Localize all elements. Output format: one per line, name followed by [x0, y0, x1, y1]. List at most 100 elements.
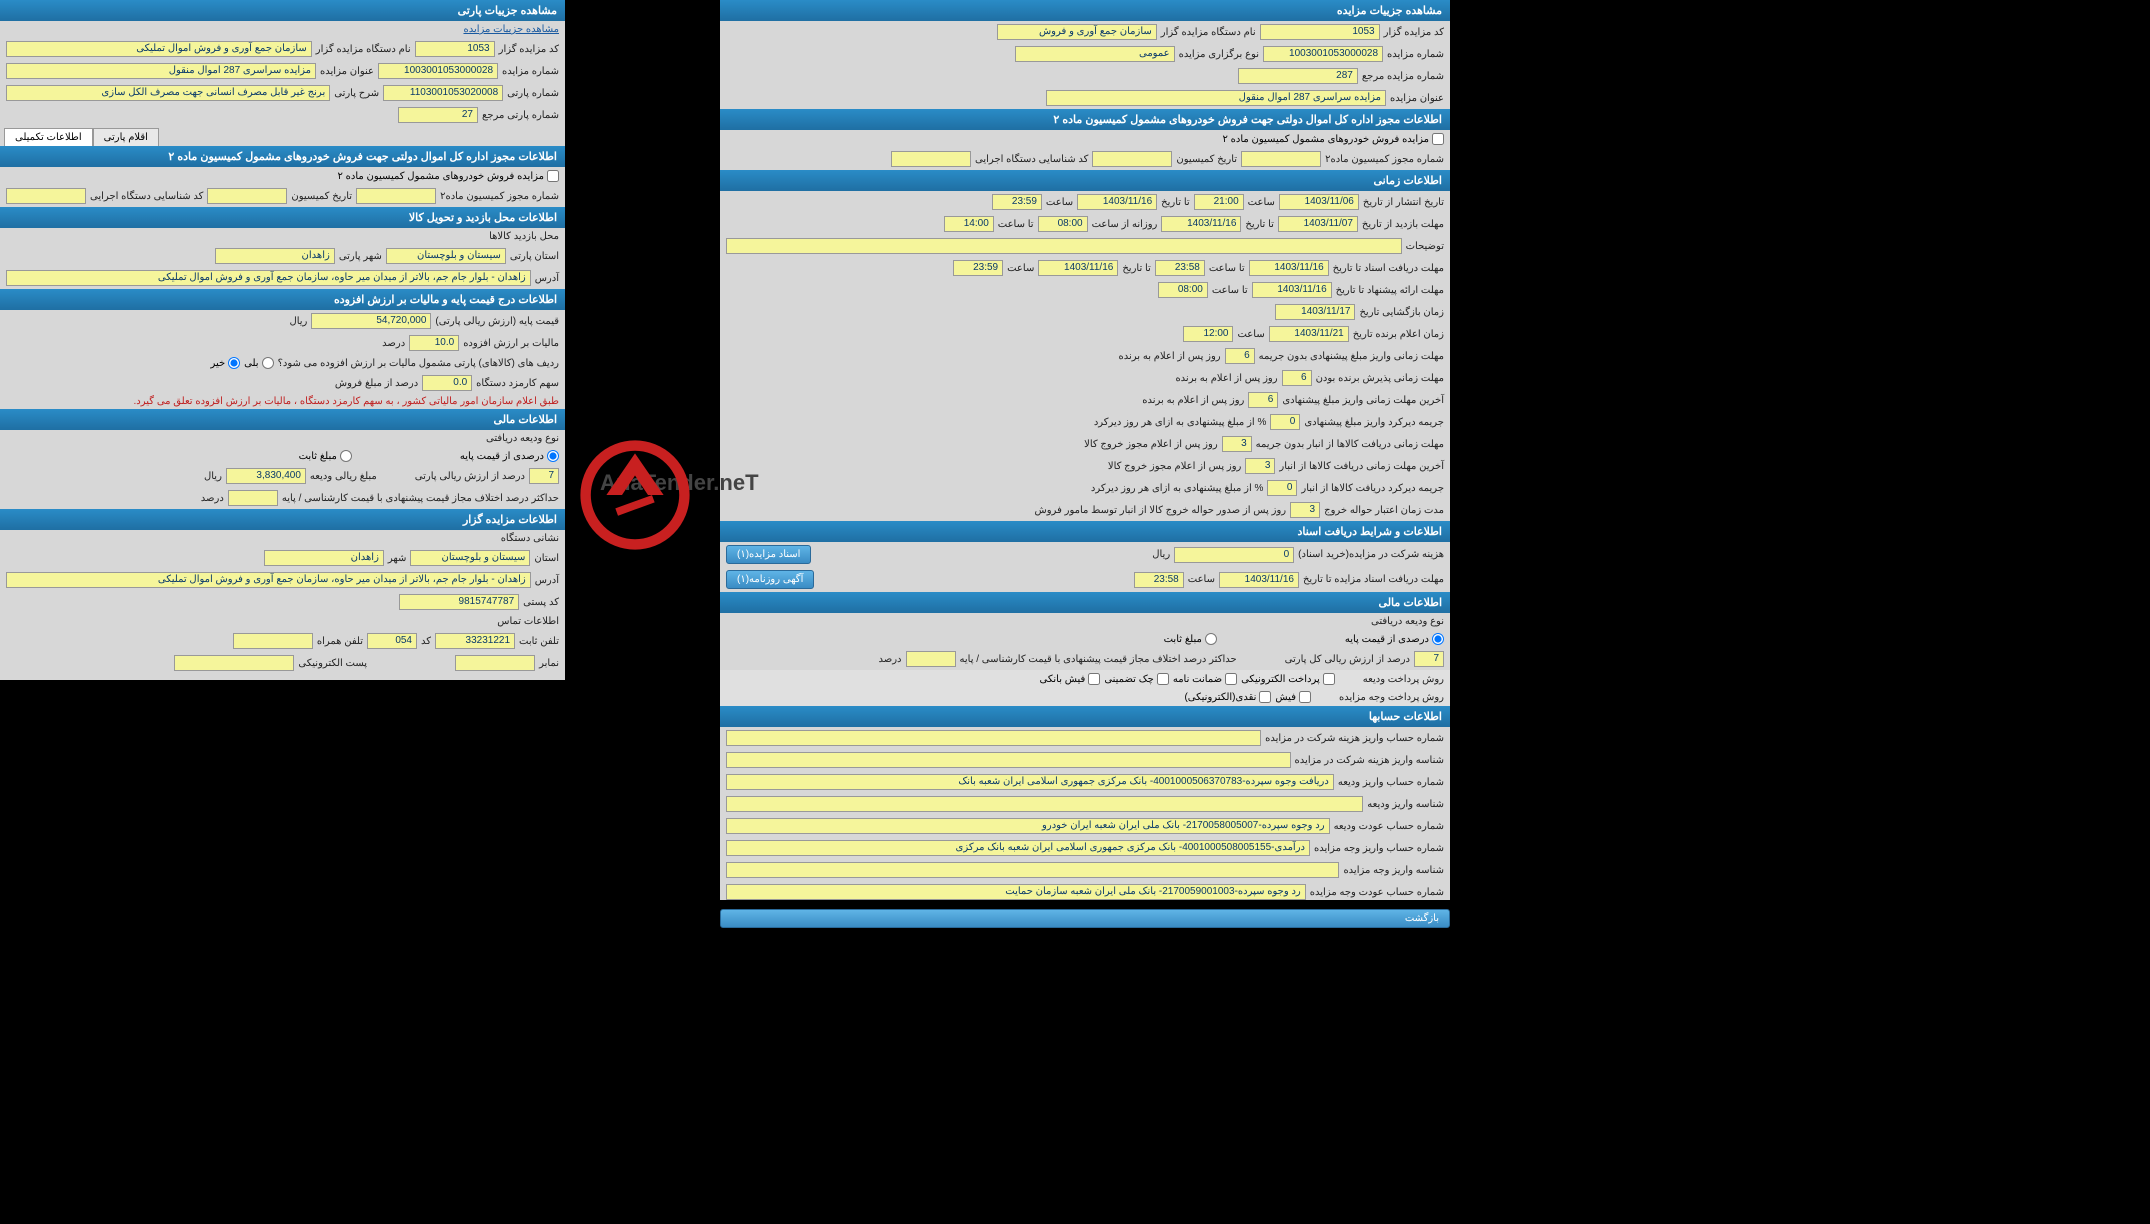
l: نقدی(الکترونیکی)	[1184, 692, 1256, 703]
l: شماره حساب عودت وجه مزایده	[1310, 887, 1444, 898]
f: 1403/11/21	[1269, 326, 1349, 342]
h8-field: رد وجوه سپرده-2170059001003- بانک ملی ای…	[726, 884, 1306, 900]
l: شناسه واریز وجه مزایده	[1343, 865, 1444, 876]
chk-elec[interactable]	[1323, 673, 1335, 685]
l: درصد	[878, 654, 901, 665]
hdr-hesab: اطلاعات حسابها	[720, 706, 1450, 727]
f: زاهدان	[264, 550, 384, 566]
mojavez-checkbox[interactable]	[1432, 133, 1444, 145]
f[interactable]	[455, 655, 535, 671]
l: آخرین مهلت زمانی واریز مبلغ پیشنهادی	[1282, 395, 1444, 406]
hdr-zamani: اطلاعات زمانی	[720, 170, 1450, 191]
h2-field[interactable]	[726, 752, 1291, 768]
f: 12:00	[1183, 326, 1233, 342]
tab-items[interactable]: اقلام پارتی	[93, 128, 159, 146]
asnad-button[interactable]: اسناد مزایده(۱)	[726, 545, 811, 564]
f: 1403/11/06	[1279, 194, 1359, 210]
l: مهلت دریافت اسناد تا تاریخ	[1333, 263, 1444, 274]
hdr-maliat: اطلاعات درج قیمت پایه و مالیات بر ارزش ا…	[0, 289, 565, 310]
hdr-mali-r: اطلاعات مالی	[720, 592, 1450, 613]
l: مبلغ ثابت	[299, 451, 337, 462]
f[interactable]	[174, 655, 294, 671]
radio-mablagh-l[interactable]	[340, 450, 352, 462]
f: 3	[1222, 436, 1252, 452]
l: خیر	[210, 358, 225, 369]
l: نوع ودیعه دریافتی	[1371, 616, 1444, 627]
radio-bali[interactable]	[262, 357, 274, 369]
h5-field: رد وجوه سپرده-2170058005007- بانک ملی ای…	[726, 818, 1330, 834]
f: 6	[1248, 392, 1278, 408]
l: درصد از مبلغ فروش	[335, 378, 418, 389]
l: روز پس از اعلام به برنده	[1175, 373, 1277, 384]
f: برنج غیر قابل مصرف انسانی جهت مصرف الکل …	[6, 85, 330, 101]
hazine-field: 0	[1174, 547, 1294, 563]
hadaksar-field[interactable]	[906, 651, 956, 667]
l: نمابر	[539, 658, 559, 669]
num-label: شماره مزایده	[1387, 49, 1444, 60]
hdr-gzar: اطلاعات مزایده گزار	[0, 509, 565, 530]
mojavez-chk-l[interactable]	[547, 170, 559, 182]
radio-mablagh[interactable]	[1205, 633, 1217, 645]
l: % از مبلغ پیشنهادی به ازای هر روز دیرکرد	[1094, 417, 1267, 428]
radio-kheir[interactable]	[228, 357, 240, 369]
l: شماره مجوز کمیسیون ماده۲	[440, 191, 559, 202]
l: مبلغ ثابت	[1164, 634, 1202, 645]
chk-fish[interactable]	[1088, 673, 1100, 685]
l: حداکثر درصد اختلاف مجاز قیمت پیشنهادی با…	[960, 654, 1237, 665]
hdr-mali-l: اطلاعات مالی	[0, 409, 565, 430]
f: 08:00	[1158, 282, 1208, 298]
l: مالیات بر ارزش افزوده	[463, 338, 559, 349]
l: تاریخ انتشار از تاریخ	[1363, 197, 1444, 208]
radio-darsadi[interactable]	[1432, 633, 1444, 645]
l: روز پس از صدور حواله خروج کالا از انبار …	[1035, 505, 1287, 516]
h4-field[interactable]	[726, 796, 1363, 812]
l: کد شناسایی دستگاه اجرایی	[90, 191, 203, 202]
f[interactable]	[207, 188, 287, 204]
l: بلی	[244, 358, 258, 369]
tabbar: اقلام پارتی اطلاعات تکمیلی	[0, 126, 565, 146]
f: 1403/11/07	[1278, 216, 1358, 232]
mojavez-num-field[interactable]	[1241, 151, 1321, 167]
l: روز پس از اعلام مجوز خروج کالا	[1108, 461, 1242, 472]
chk-naghdi[interactable]	[1259, 691, 1271, 703]
f[interactable]	[233, 633, 313, 649]
l: زمان بازگشایی تاریخ	[1359, 307, 1444, 318]
f: 1403/11/16	[1161, 216, 1241, 232]
f: 10.0	[409, 335, 459, 351]
l: شماره حساب واریز هزینه شرکت در مزایده	[1265, 733, 1444, 744]
l: نام دستگاه مزایده گزار	[316, 44, 411, 55]
f: زاهدان	[215, 248, 335, 264]
f[interactable]	[228, 490, 278, 506]
chk-zamant[interactable]	[1225, 673, 1237, 685]
tab-extra[interactable]: اطلاعات تکمیلی	[4, 128, 93, 146]
f: 54,720,000	[311, 313, 431, 329]
agahi-button[interactable]: آگهی روزنامه(۱)	[726, 570, 814, 589]
mojavez-date-field[interactable]	[1092, 151, 1172, 167]
type-field: عمومی	[1015, 46, 1175, 62]
detail-link[interactable]: مشاهده جزییات مزایده	[463, 24, 559, 35]
l: شهر	[388, 553, 407, 564]
f[interactable]	[6, 188, 86, 204]
mojavez-code-field[interactable]	[891, 151, 971, 167]
f: 1403/11/16	[1219, 572, 1299, 588]
return-button[interactable]: بازگشت	[720, 909, 1450, 928]
h7-field[interactable]	[726, 862, 1339, 878]
l: زمان اعلام برنده تاریخ	[1353, 329, 1444, 340]
l: پرداخت الکترونیکی	[1241, 674, 1320, 685]
l: فیش	[1275, 692, 1296, 703]
f: 33231221	[435, 633, 515, 649]
radio-darsadi-l[interactable]	[547, 450, 559, 462]
chk-fish2[interactable]	[1299, 691, 1311, 703]
l: تا ساعت	[998, 219, 1034, 230]
l: ریال	[204, 471, 222, 482]
h1-field[interactable]	[726, 730, 1261, 746]
pct-field: 7	[1414, 651, 1444, 667]
f[interactable]	[356, 188, 436, 204]
l: شرح پارتی	[334, 88, 379, 99]
f: 23:59	[992, 194, 1042, 210]
title-label: عنوان مزایده	[1390, 93, 1444, 104]
mojavez-chk-label: مزایده فروش خودروهای مشمول کمیسیون ماده …	[1222, 134, 1429, 145]
h3-field: دریافت وجوه سپرده-4001000506370783- بانک…	[726, 774, 1334, 790]
chk-check[interactable]	[1157, 673, 1169, 685]
tozihat-field[interactable]	[726, 238, 1402, 254]
